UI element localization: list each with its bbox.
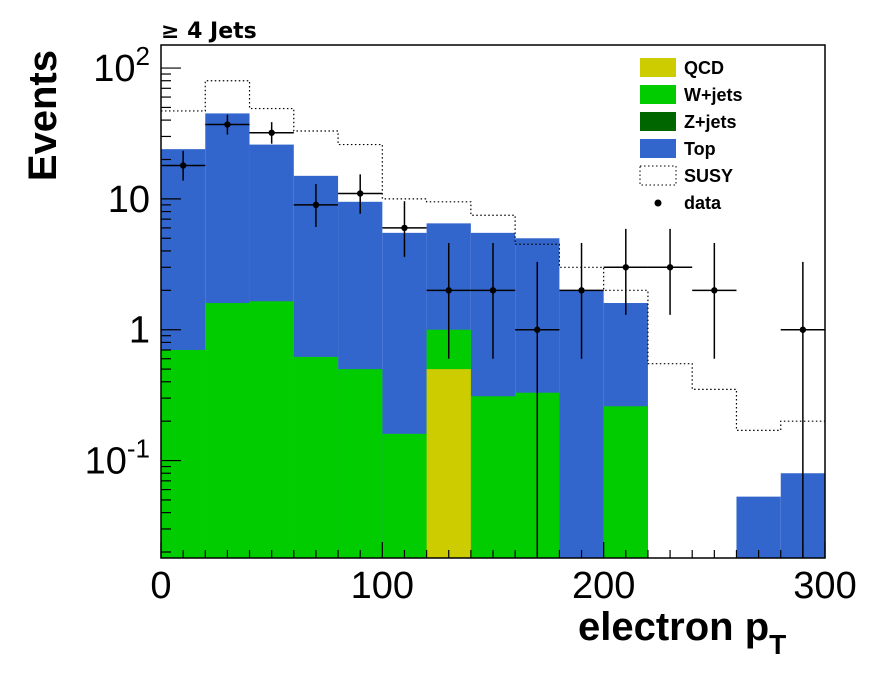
y-tick-label-base: 10 — [93, 48, 135, 90]
legend-item-top: Top — [640, 139, 716, 159]
legend-item-susy: SUSY — [639, 165, 733, 186]
susy-outline — [161, 80, 825, 432]
bar-w-jets-bin-5 — [382, 433, 427, 558]
data-point-11 — [647, 228, 693, 315]
y-tick-label-exponent: -1 — [127, 434, 150, 464]
y-tick-label-base: 1 — [129, 310, 150, 352]
bar-w-jets-bin-2 — [249, 301, 294, 558]
legend-swatch — [640, 58, 676, 77]
y-tick-label: 1 — [129, 310, 150, 352]
data-marker — [534, 326, 541, 333]
bar-w-jets-bin-4 — [338, 369, 383, 558]
x-tick-label: 100 — [351, 565, 414, 607]
bar-w-jets-bin-0 — [161, 349, 206, 558]
legend-item-qcd: QCD — [640, 58, 724, 78]
bar-w-jets-bin-1 — [205, 303, 250, 558]
data-marker — [622, 264, 629, 271]
data-marker — [179, 162, 187, 169]
data-point-12 — [692, 243, 737, 359]
data-marker — [224, 121, 231, 128]
legend-swatch — [640, 139, 676, 158]
legend-label: data — [684, 193, 722, 213]
data-marker — [357, 190, 364, 197]
legend-label: Z+jets — [684, 112, 737, 132]
data-point-2 — [249, 122, 294, 144]
legend-label: QCD — [684, 58, 724, 78]
bar-w-jets-bin-10 — [603, 406, 648, 558]
data-marker — [445, 287, 452, 294]
x-tick-label: 0 — [150, 565, 171, 607]
legend-swatch — [640, 112, 676, 131]
data-marker — [489, 287, 497, 294]
legend-swatch — [639, 165, 677, 186]
legend-label: Top — [684, 139, 716, 159]
bar-qcd-bin-6 — [426, 369, 471, 558]
bar-w-jets-bin-7 — [470, 396, 516, 558]
data-marker — [578, 287, 585, 294]
y-tick-label: 10-1 — [85, 434, 150, 483]
data-marker — [666, 264, 674, 271]
y-tick-label-exponent: 2 — [136, 41, 150, 71]
data-point-6 — [426, 243, 471, 359]
legend-label: SUSY — [684, 166, 733, 186]
bar-w-jets-bin-3 — [293, 356, 339, 558]
data-marker — [401, 224, 408, 232]
data-point-5 — [382, 201, 427, 257]
data-point-4 — [338, 174, 383, 214]
data-point-0 — [161, 150, 206, 181]
x-axis-title-subscript: T — [769, 629, 786, 660]
legend: QCD W+jets Z+jets Top SUSY data — [639, 58, 743, 213]
x-tick-label: 300 — [793, 565, 856, 607]
legend-marker — [654, 199, 662, 207]
x-axis-title-main: electron p — [578, 605, 769, 649]
data-marker — [799, 326, 807, 333]
data-point-8 — [515, 261, 560, 558]
data-point-10 — [603, 228, 648, 315]
plot-area — [161, 80, 825, 559]
y-tick-label-base: 10 — [108, 179, 150, 221]
chart-title: ≥ 4 Jets — [161, 19, 257, 44]
data-point-7 — [470, 243, 516, 359]
y-tick-label: 10 — [108, 179, 150, 221]
y-tick-label: 102 — [93, 41, 150, 90]
legend-item-z-jets: Z+jets — [640, 112, 737, 132]
legend-label: W+jets — [684, 85, 743, 105]
bar-top-bin-13 — [736, 496, 781, 558]
data-marker — [268, 129, 275, 136]
data-point-3 — [293, 183, 339, 227]
y-tick-label-base: 10 — [85, 441, 127, 483]
data-marker — [312, 201, 320, 209]
data-point-1 — [205, 114, 250, 135]
legend-item-data: data — [654, 193, 722, 213]
x-tick-label: 200 — [572, 565, 635, 607]
x-axis-title: electron pT — [578, 605, 786, 660]
data-point-13 — [780, 261, 825, 558]
y-axis-title: Events — [21, 50, 65, 181]
legend-swatch — [640, 85, 676, 104]
data-point-9 — [559, 243, 604, 359]
legend-item-w-jets: W+jets — [640, 85, 743, 105]
data-marker — [711, 287, 718, 294]
